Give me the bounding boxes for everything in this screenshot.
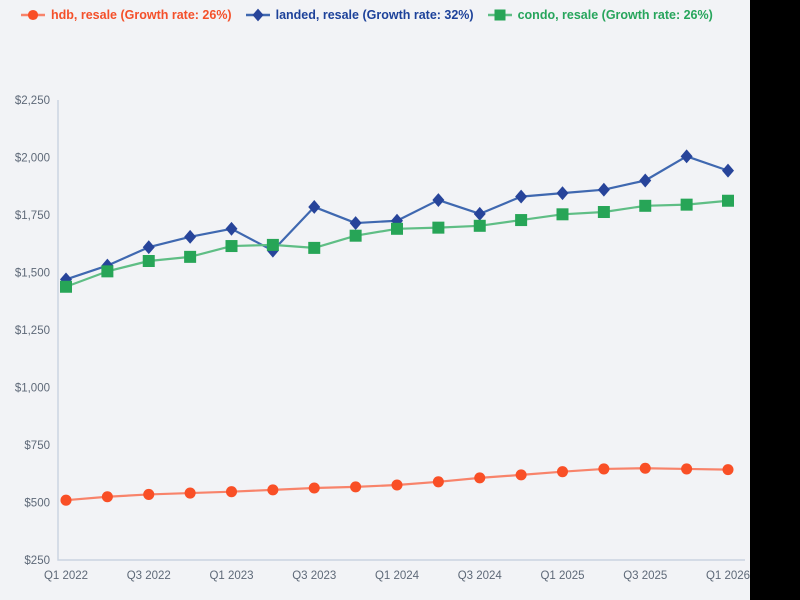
data-point-condo[interactable] [432, 221, 445, 234]
data-point-condo[interactable] [391, 222, 403, 235]
data-point-landed[interactable] [391, 213, 403, 228]
circle-marker-icon [20, 8, 46, 22]
data-point-landed[interactable] [515, 189, 528, 204]
data-point-landed[interactable] [225, 221, 238, 236]
data-point-landed[interactable] [473, 206, 486, 221]
data-point-hdb[interactable] [474, 472, 486, 484]
square-marker-icon [487, 8, 513, 22]
data-point-condo[interactable] [184, 250, 197, 263]
data-point-hdb[interactable] [60, 494, 72, 506]
data-point-condo[interactable] [308, 241, 321, 254]
data-point-landed[interactable] [432, 193, 445, 208]
data-point-hdb[interactable] [391, 479, 403, 491]
data-point-hdb[interactable] [722, 464, 734, 476]
x-axis-tick-label: Q3 2024 [458, 570, 503, 582]
data-point-condo[interactable] [101, 265, 114, 278]
legend-label: landed, resale (Growth rate: 32%) [275, 8, 474, 22]
data-point-hdb[interactable] [639, 462, 651, 474]
data-point-condo[interactable] [639, 199, 652, 212]
data-point-landed[interactable] [60, 272, 72, 287]
data-point-hdb[interactable] [184, 487, 196, 499]
data-point-hdb[interactable] [350, 481, 362, 493]
data-point-landed[interactable] [142, 240, 155, 255]
x-axis-tick-label: Q3 2025 [623, 570, 667, 582]
data-point-condo[interactable] [556, 208, 569, 221]
data-point-condo[interactable] [60, 280, 72, 293]
data-point-hdb[interactable] [598, 463, 610, 475]
y-axis-tick-label: $250 [24, 555, 50, 567]
data-point-landed[interactable] [308, 199, 321, 214]
data-point-condo[interactable] [515, 214, 528, 227]
x-axis-tick-label: Q3 2022 [127, 570, 171, 582]
data-point-hdb[interactable] [225, 486, 238, 498]
chart-axes [57, 100, 745, 561]
data-point-condo[interactable] [597, 206, 610, 219]
x-axis-tick-label: Q3 2023 [292, 570, 336, 582]
data-point-hdb[interactable] [308, 482, 320, 494]
data-point-landed[interactable] [639, 173, 652, 188]
data-point-landed[interactable] [680, 149, 693, 164]
data-point-landed[interactable] [556, 186, 569, 201]
y-axis-tick-label: $1,500 [15, 268, 50, 280]
data-point-condo[interactable] [680, 198, 693, 211]
data-point-hdb[interactable] [143, 488, 155, 500]
x-axis-tick-label: Q1 2026 [706, 570, 750, 582]
data-point-hdb[interactable] [515, 469, 527, 481]
data-point-condo[interactable] [349, 229, 362, 242]
data-point-condo[interactable] [142, 255, 155, 267]
x-axis-tick-label: Q1 2023 [209, 570, 253, 582]
y-axis-tick-label: $2,000 [15, 153, 50, 165]
legend-label: condo, resale (Growth rate: 26%) [517, 8, 713, 22]
legend-label: hdb, resale (Growth rate: 26%) [51, 8, 232, 22]
y-axis-tick-label: $750 [24, 440, 50, 452]
x-axis-tick-label: Q1 2024 [375, 570, 420, 582]
data-point-condo[interactable] [225, 240, 238, 253]
data-point-hdb[interactable] [101, 491, 113, 503]
x-axis-tick-label: Q1 2022 [44, 570, 88, 582]
y-axis-tick-label: $1,000 [15, 383, 50, 395]
chart-legend: hdb, resale (Growth rate: 26%) landed, r… [20, 8, 713, 22]
y-axis-tick-label: $500 [24, 498, 50, 510]
data-point-hdb[interactable] [681, 463, 693, 475]
data-point-condo[interactable] [473, 219, 486, 232]
legend-item-condo-resale[interactable]: condo, resale (Growth rate: 26%) [487, 8, 713, 22]
data-point-landed[interactable] [722, 163, 734, 178]
data-point-condo[interactable] [722, 194, 734, 207]
x-axis-tick-label: Q1 2025 [540, 570, 584, 582]
data-point-hdb[interactable] [432, 476, 444, 488]
y-axis-tick-label: $1,750 [15, 210, 50, 222]
data-point-landed[interactable] [184, 229, 197, 244]
data-point-condo[interactable] [266, 238, 279, 251]
data-point-landed[interactable] [349, 216, 362, 231]
legend-item-landed-resale[interactable]: landed, resale (Growth rate: 32%) [245, 8, 474, 22]
y-axis-tick-label: $2,250 [15, 95, 50, 107]
right-black-bar [750, 0, 800, 600]
data-point-hdb[interactable] [267, 484, 279, 496]
y-axis-tick-label: $1,250 [15, 325, 50, 337]
legend-item-hdb-resale[interactable]: hdb, resale (Growth rate: 26%) [20, 8, 232, 22]
data-point-hdb[interactable] [556, 466, 569, 478]
data-point-landed[interactable] [597, 182, 610, 197]
diamond-marker-icon [245, 8, 271, 22]
